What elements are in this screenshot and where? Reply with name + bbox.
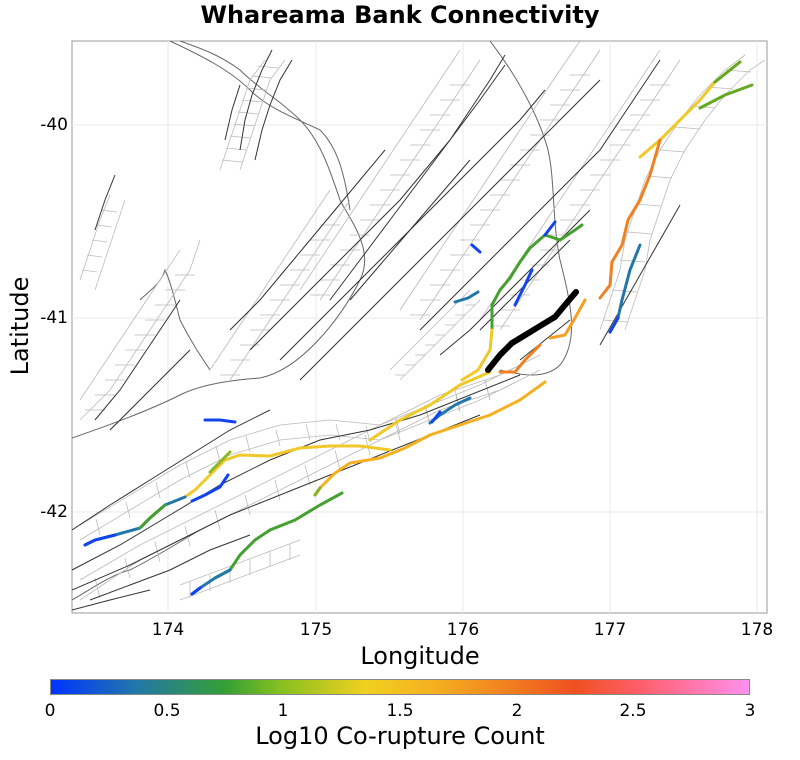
segment-west-green — [138, 503, 167, 530]
x-tick-label: 176 — [446, 620, 480, 640]
segment-west-blue — [83, 533, 117, 547]
x-tick-label: 175 — [299, 620, 333, 640]
colorbar-tick: 2.5 — [619, 701, 647, 721]
y-tick-label: -40 — [40, 115, 68, 135]
grid — [72, 41, 767, 613]
segment-east-mid — [598, 138, 662, 300]
plot-frame — [71, 40, 768, 614]
colorbar-tick: 3 — [744, 701, 756, 721]
x-tick-label: 178 — [740, 620, 774, 640]
segment-small-blue-a — [470, 243, 482, 254]
segment-alpine-yellow — [368, 370, 492, 442]
segment-small-blue-d — [190, 473, 230, 503]
colorbar-tick: 0.5 — [153, 701, 181, 721]
segment-central-upper-blue — [543, 220, 557, 237]
segment-central-orange-2 — [498, 343, 542, 374]
segment-small-blue-b — [513, 268, 534, 307]
coastline — [72, 41, 572, 601]
colorbar-tick: 1.5 — [386, 701, 414, 721]
connected-subsections — [83, 60, 754, 596]
segment-wairarapa-yellow — [183, 444, 392, 499]
chart-title: Whareama Bank Connectivity — [200, 1, 600, 29]
segment-east-tip — [713, 60, 742, 84]
segment-small-teal — [453, 290, 480, 304]
whareama-bank-fault — [485, 289, 579, 373]
colorbar-label: Log10 Co-rupture Count — [255, 722, 545, 750]
segment-east-tip-2 — [698, 83, 754, 110]
x-axis-label: Longitude — [360, 642, 480, 670]
segment-southern-yellow — [313, 380, 547, 497]
x-tick-label: 177 — [593, 620, 627, 640]
segment-central-upper — [490, 223, 584, 332]
y-tick-label: -41 — [40, 308, 68, 328]
segment-south-green — [213, 491, 344, 580]
y-tick-label: -42 — [40, 502, 68, 522]
segment-central-orange — [548, 298, 587, 340]
x-tick-label: 174 — [151, 620, 185, 640]
segment-small-blue-c — [430, 410, 442, 424]
colorbar — [50, 679, 750, 695]
colorbar-tick: 2 — [511, 701, 523, 721]
segment-small-blue-e — [203, 418, 237, 424]
colorbar-tick: 0 — [44, 701, 56, 721]
segment-wairarapa-lime — [208, 450, 232, 474]
segment-central-yellow — [460, 328, 494, 382]
colorbar-tick: 1 — [277, 701, 289, 721]
segment-south-blue — [190, 586, 202, 596]
segment-southern-tip — [313, 486, 322, 497]
segment-east-lower-tip — [608, 316, 620, 334]
